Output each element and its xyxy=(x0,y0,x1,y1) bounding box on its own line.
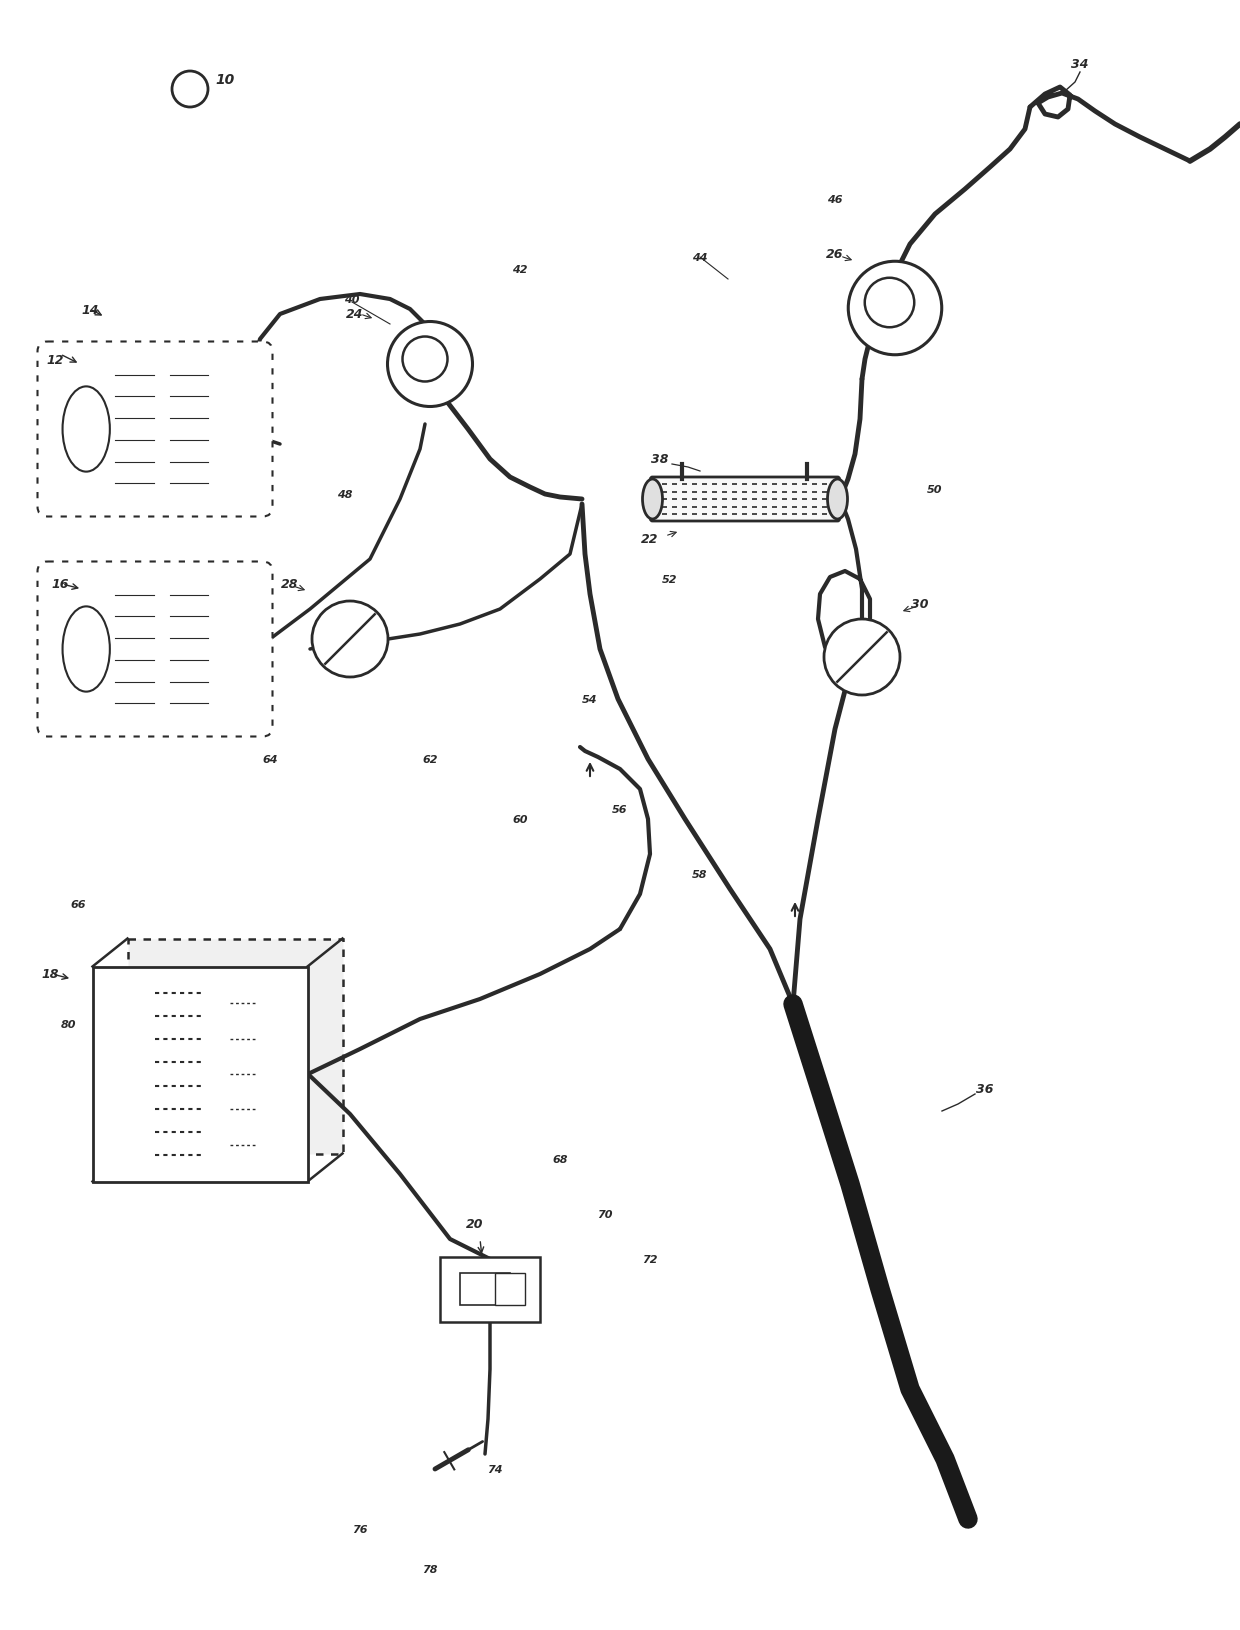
Circle shape xyxy=(172,72,208,108)
Text: 74: 74 xyxy=(487,1464,502,1474)
Bar xyxy=(128,939,342,1154)
Text: 60: 60 xyxy=(512,815,528,825)
Text: 34: 34 xyxy=(1071,59,1089,72)
Text: 28: 28 xyxy=(281,579,299,592)
Text: 14: 14 xyxy=(82,303,99,316)
Text: 40: 40 xyxy=(345,295,360,305)
Text: 24: 24 xyxy=(346,308,363,321)
Text: 78: 78 xyxy=(423,1565,438,1575)
Circle shape xyxy=(403,337,448,383)
Text: 62: 62 xyxy=(423,755,438,764)
Text: 10: 10 xyxy=(175,73,195,86)
FancyBboxPatch shape xyxy=(37,342,273,517)
Bar xyxy=(93,967,308,1182)
Text: 72: 72 xyxy=(642,1253,657,1265)
Text: 48: 48 xyxy=(337,489,352,500)
Text: 26: 26 xyxy=(826,248,843,261)
Text: 10: 10 xyxy=(216,73,234,86)
Circle shape xyxy=(848,262,941,355)
Text: 80: 80 xyxy=(61,1019,76,1030)
Circle shape xyxy=(864,279,914,328)
Text: 36: 36 xyxy=(976,1082,993,1095)
Text: 44: 44 xyxy=(692,253,708,262)
Ellipse shape xyxy=(642,479,662,520)
Text: 38: 38 xyxy=(651,453,668,466)
FancyBboxPatch shape xyxy=(651,478,839,522)
Text: 30: 30 xyxy=(911,598,929,611)
Text: 16: 16 xyxy=(51,579,68,592)
Text: 50: 50 xyxy=(928,484,942,494)
Ellipse shape xyxy=(62,606,110,693)
Text: 68: 68 xyxy=(552,1154,568,1164)
Ellipse shape xyxy=(62,388,110,473)
FancyBboxPatch shape xyxy=(37,562,273,737)
Text: 22: 22 xyxy=(641,533,658,546)
Circle shape xyxy=(387,323,472,408)
Bar xyxy=(440,1257,539,1322)
Text: 76: 76 xyxy=(352,1524,368,1534)
Bar xyxy=(495,1273,525,1306)
Text: 56: 56 xyxy=(613,805,627,815)
Circle shape xyxy=(825,619,900,696)
Text: 20: 20 xyxy=(466,1218,484,1231)
Text: 70: 70 xyxy=(598,1209,613,1219)
Text: 64: 64 xyxy=(262,755,278,764)
Text: 12: 12 xyxy=(46,354,63,367)
Text: 52: 52 xyxy=(662,575,678,585)
Text: 58: 58 xyxy=(692,869,708,880)
Text: 42: 42 xyxy=(512,264,528,275)
Text: 66: 66 xyxy=(71,900,86,910)
Text: 46: 46 xyxy=(827,196,843,205)
Text: 54: 54 xyxy=(583,694,598,704)
Ellipse shape xyxy=(827,479,847,520)
Bar xyxy=(460,1273,510,1306)
Circle shape xyxy=(312,601,388,678)
Text: 18: 18 xyxy=(41,968,58,981)
